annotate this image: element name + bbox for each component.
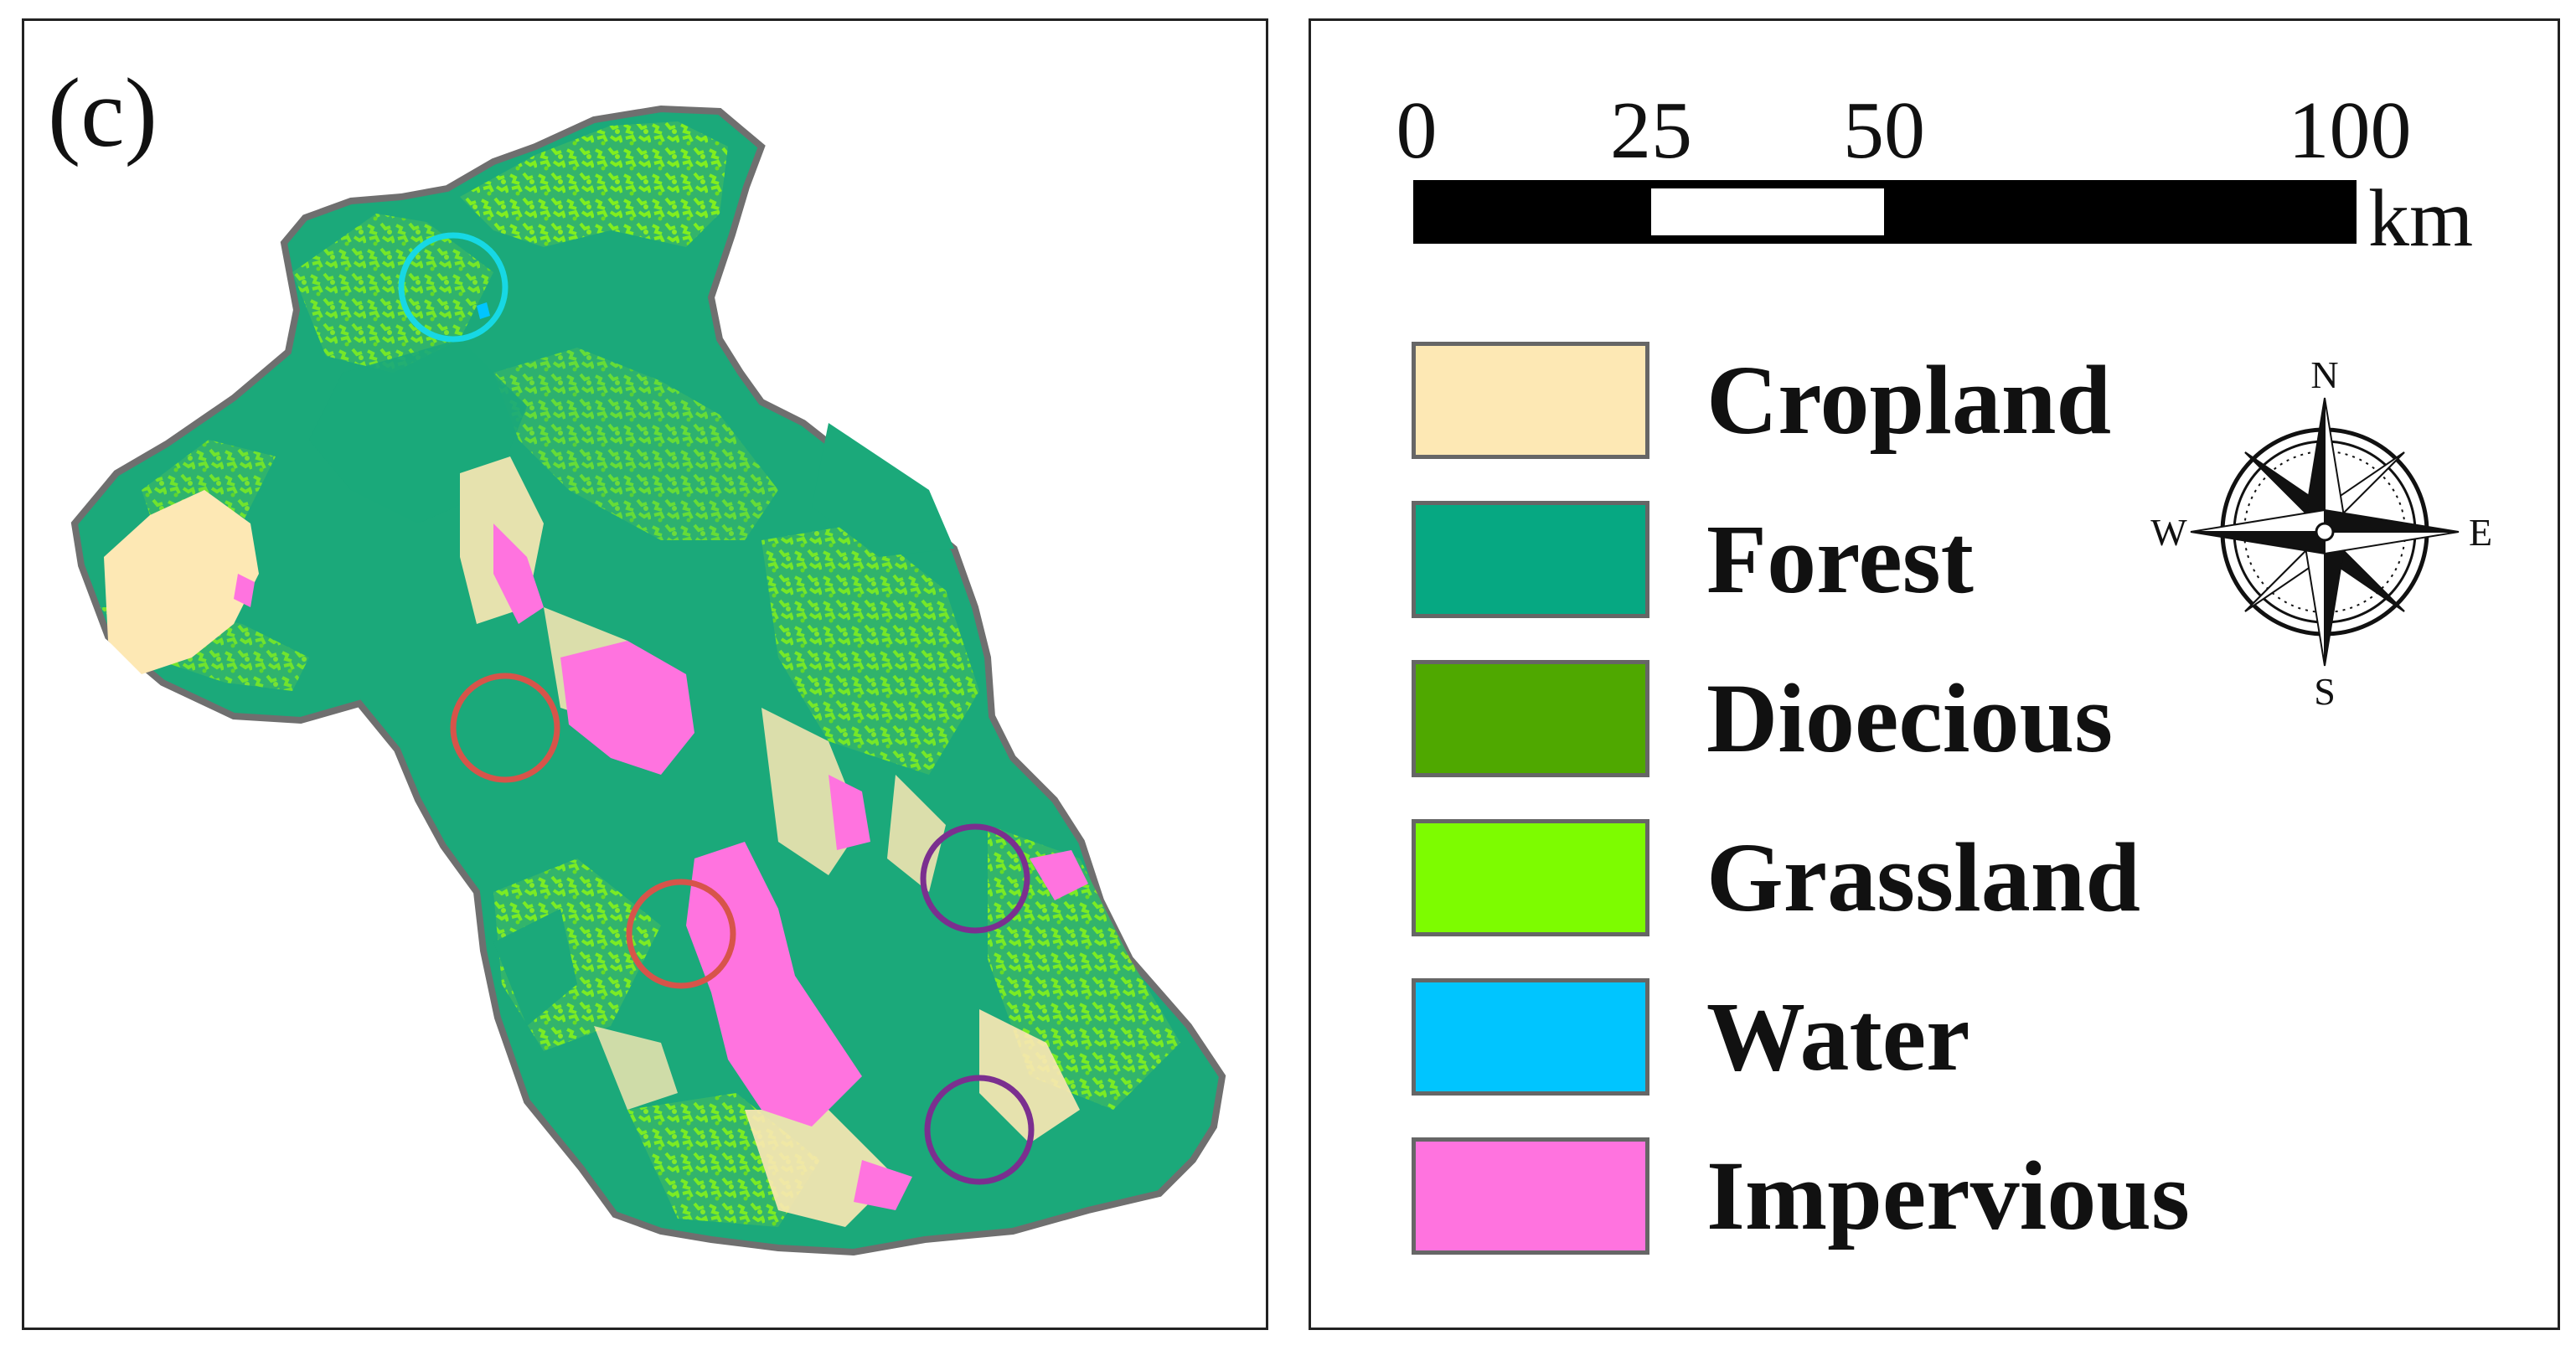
impervious-area [560,641,694,775]
water-highlight-circle [398,232,508,343]
north-arrow-icon: N S E W [2150,356,2492,708]
legend-item-grassland: Grassland [1412,815,2140,941]
map-panel: (c) [22,18,1268,1330]
scale-tick-100: 100 [2288,85,2412,176]
legend-item-water: Water [1412,974,1970,1100]
grassland-swatch [1412,819,1649,936]
cropland-swatch [1412,342,1649,459]
water-area [477,302,490,319]
forest-highlight-circle [920,823,1030,934]
impervious-highlight-circle [626,879,736,989]
water-swatch [1412,978,1649,1096]
legend-item-dioecious: Dioecious [1412,656,2113,781]
forest-highlight-circle [924,1075,1035,1185]
impervious-swatch [1412,1137,1649,1255]
compass-s: S [2314,670,2336,708]
scale-bar [1413,180,2357,244]
compass-w: W [2150,511,2187,554]
scale-tick-50: 50 [1843,85,1925,176]
legend-label: Impervious [1706,1141,2190,1250]
legend-label: Water [1706,982,1970,1091]
forest-swatch [1412,501,1649,618]
scale-unit: km [2368,173,2474,264]
legend-panel: 0 25 50 100 km Cropland Forest Dioecious… [1309,18,2560,1330]
scale-bar-segment [1651,188,1884,235]
legend-label: Cropland [1706,345,2112,455]
legend-label: Forest [1706,504,1974,614]
legend-item-cropland: Cropland [1412,338,2111,463]
legend-label: Grassland [1706,822,2141,932]
compass-e: E [2469,511,2492,554]
panel-label: (c) [48,58,157,168]
impervious-highlight-circle [450,673,560,783]
land-cover-map [70,105,1226,1256]
legend-item-impervious: Impervious [1412,1133,2190,1259]
legend-item-forest: Forest [1412,497,1974,622]
dioecious-swatch [1412,660,1649,777]
scale-tick-0: 0 [1396,85,1438,176]
legend-label: Dioecious [1706,663,2114,773]
compass-n: N [2310,356,2338,396]
cropland-area [104,490,259,674]
scale-tick-25: 25 [1610,85,1692,176]
